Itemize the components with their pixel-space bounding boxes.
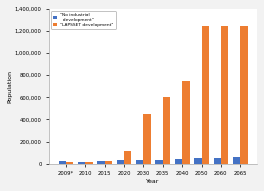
Bar [240, 26, 248, 164]
Bar [194, 158, 201, 164]
Bar [155, 160, 163, 164]
Bar [163, 97, 170, 164]
Bar [136, 160, 143, 164]
Bar [233, 157, 240, 164]
Bar [124, 151, 131, 164]
Bar [85, 162, 93, 164]
Y-axis label: Population: Population [7, 70, 12, 103]
Bar [59, 161, 66, 164]
Bar [97, 161, 105, 164]
Bar [201, 26, 209, 164]
Bar [66, 162, 73, 164]
Bar [105, 161, 112, 164]
Bar [78, 162, 85, 164]
Legend: "No industrial
  development", "LAPSSET development": "No industrial development", "LAPSSET de… [51, 11, 116, 29]
Bar [143, 114, 151, 164]
X-axis label: Year: Year [147, 179, 160, 184]
Bar [221, 26, 228, 164]
Bar [214, 158, 221, 164]
Bar [175, 159, 182, 164]
Bar [117, 160, 124, 164]
Bar [182, 81, 190, 164]
